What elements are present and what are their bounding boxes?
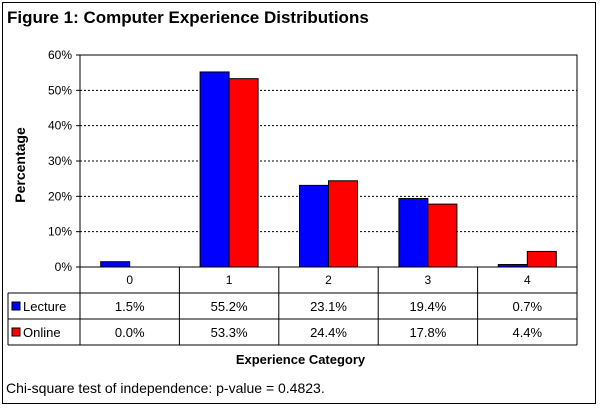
data-label: 23.1% (310, 299, 347, 314)
x-category-label: 0 (126, 273, 133, 287)
bar-online-1 (228, 78, 259, 268)
y-tick-label: 30% (48, 154, 72, 168)
y-tick-label: 0% (55, 260, 73, 274)
y-tick-label: 20% (48, 189, 72, 203)
legend-label-lecture: Lecture (23, 299, 66, 314)
bar-online-4 (526, 250, 557, 268)
x-category-label: 1 (226, 273, 233, 287)
bar-lecture-0 (100, 261, 131, 268)
bar-lecture-3 (398, 197, 429, 268)
x-axis-label: Experience Category (235, 352, 366, 367)
bar-online-3 (427, 203, 458, 268)
x-category-label: 4 (524, 273, 531, 287)
y-tick-label: 10% (48, 225, 72, 239)
data-label: 53.3% (211, 325, 248, 340)
data-label: 55.2% (211, 299, 248, 314)
data-label: 17.8% (409, 325, 446, 340)
data-label: 0.7% (512, 299, 542, 314)
bar-lecture-1 (199, 71, 230, 268)
chart-title: Figure 1: Computer Experience Distributi… (7, 8, 369, 27)
footnote: Chi-square test of independence: p-value… (6, 380, 325, 396)
data-label: 24.4% (310, 325, 347, 340)
data-label: 4.4% (512, 325, 542, 340)
bar-online-2 (328, 180, 358, 268)
y-tick-label: 40% (48, 119, 72, 133)
legend-label-online: Online (23, 325, 61, 340)
x-category-label: 2 (325, 273, 332, 287)
data-label: 19.4% (409, 299, 446, 314)
y-tick-label: 60% (48, 48, 72, 62)
bar-lecture-2 (299, 184, 329, 268)
x-category-label: 3 (425, 273, 432, 287)
bar-lecture-4 (497, 264, 528, 268)
legend-swatch-online (11, 327, 21, 337)
legend-swatch-lecture (11, 301, 21, 311)
data-label: 1.5% (115, 299, 145, 314)
figure-border (2, 2, 596, 404)
data-label: 0.0% (115, 325, 145, 340)
y-tick-label: 50% (48, 83, 72, 97)
